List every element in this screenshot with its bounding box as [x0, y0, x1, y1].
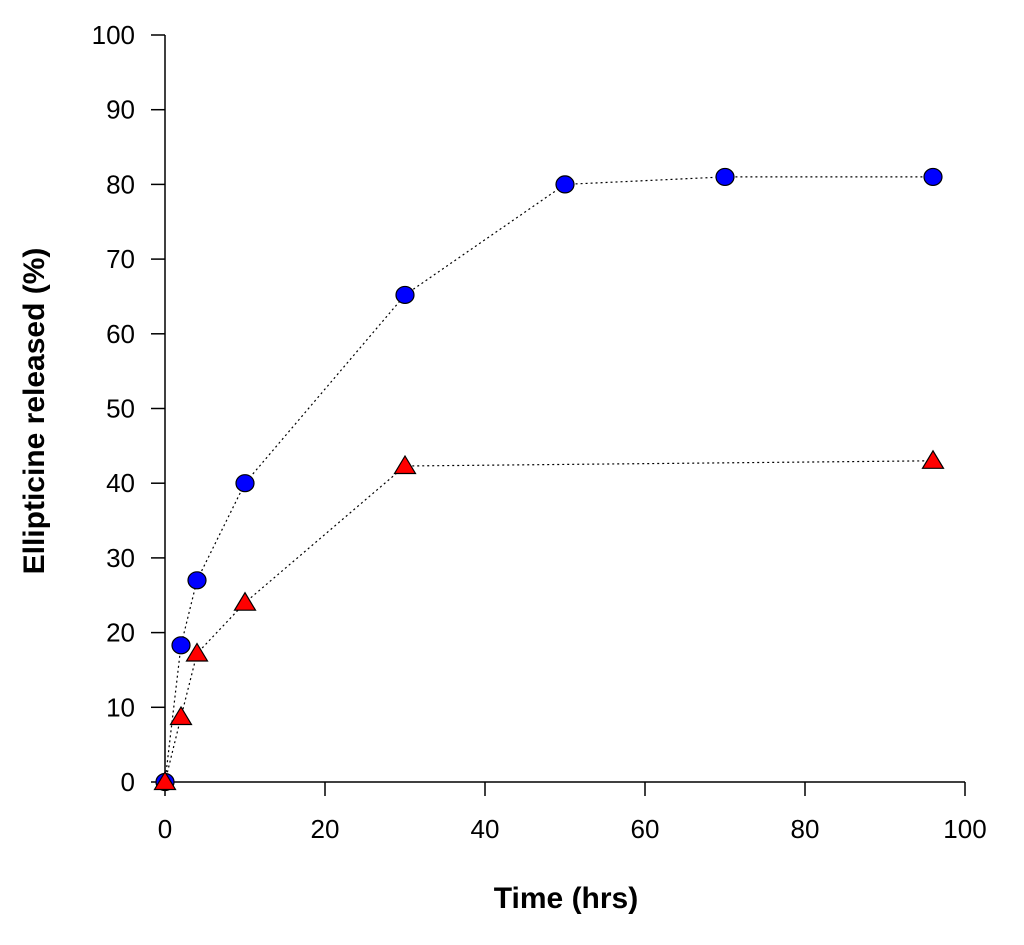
data-point-triangle: [185, 642, 209, 662]
y-tick-label: 20: [106, 618, 135, 648]
data-point-circle: [395, 285, 415, 305]
data-point-triangle: [921, 449, 945, 469]
y-tick-label: 50: [106, 394, 135, 424]
data-point-triangle: [153, 770, 177, 791]
x-tick-label: 60: [631, 814, 660, 844]
y-tick-label: 70: [106, 244, 135, 274]
x-tick-label: 80: [791, 814, 820, 844]
x-axis: 0 20 40 60 80 100: [158, 781, 987, 844]
y-tick-label: 0: [121, 767, 135, 797]
data-point-triangle: [393, 454, 417, 475]
series-line: [164, 460, 934, 783]
series-layer: [153, 167, 945, 792]
y-tick-label: 10: [106, 692, 135, 722]
data-point-circle: [555, 175, 575, 194]
data-point-circle: [171, 636, 191, 655]
x-tick-label: 40: [471, 814, 500, 844]
x-tick-label: 20: [311, 814, 340, 844]
y-tick-label: 80: [106, 169, 135, 199]
y-axis: 0 10 20 30 40 50 60 70 80 90 100: [92, 20, 166, 797]
data-point-triangle: [233, 591, 257, 611]
y-tick-label: 100: [92, 20, 135, 50]
y-tick-label: 40: [106, 468, 135, 498]
y-tick-label: 60: [106, 319, 135, 349]
data-point-circle: [923, 167, 943, 187]
data-point-triangle: [169, 705, 193, 726]
data-point-circle: [715, 167, 735, 187]
data-point-circle: [235, 474, 255, 493]
series-circle: [155, 167, 943, 792]
data-point-circle: [187, 571, 207, 590]
y-axis-title: Ellipticine released (%): [18, 248, 51, 575]
x-axis-title: Time (hrs): [494, 882, 638, 915]
y-tick-label: 30: [106, 543, 135, 573]
x-tick-label: 100: [943, 814, 986, 844]
series-triangle: [153, 449, 945, 791]
series-line: [164, 176, 933, 783]
y-tick-label: 90: [106, 95, 135, 125]
x-tick-label: 0: [158, 814, 172, 844]
